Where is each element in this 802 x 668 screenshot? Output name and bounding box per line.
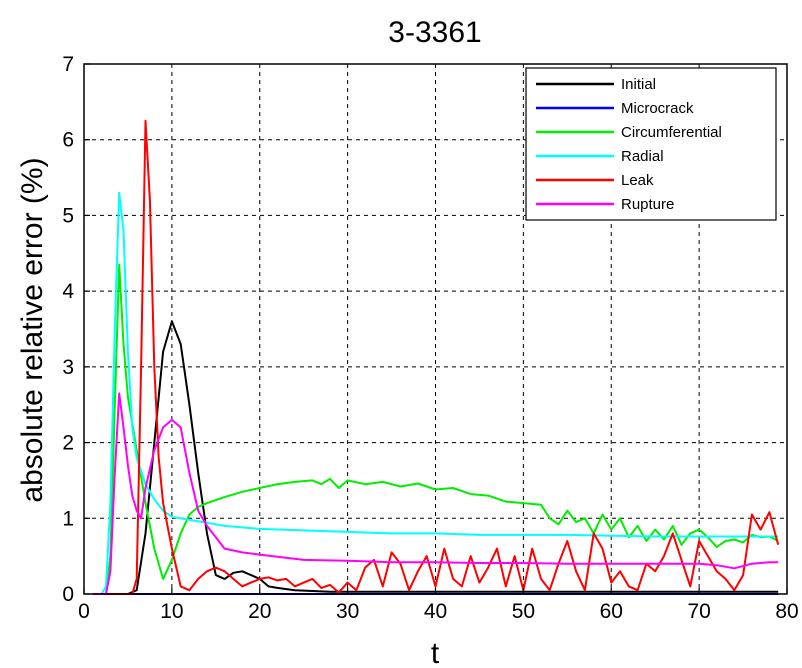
x-tick-label: 70 xyxy=(687,600,710,623)
x-tick-label: 30 xyxy=(336,600,359,623)
x-axis-label: t xyxy=(431,637,440,668)
y-tick-label: 6 xyxy=(62,129,74,152)
legend-label: Initial xyxy=(621,76,656,93)
y-tick-label: 2 xyxy=(62,432,74,455)
legend-label: Rupture xyxy=(621,196,674,213)
series-line-radial xyxy=(92,191,779,595)
legend-label: Leak xyxy=(621,172,654,189)
x-tick-label: 60 xyxy=(600,600,623,623)
y-tick-label: 7 xyxy=(62,53,74,76)
legend-label: Circumferential xyxy=(621,124,722,141)
legend-box xyxy=(525,67,777,221)
chart-title: 3-3361 xyxy=(388,16,481,49)
series-line-leak xyxy=(92,119,780,595)
y-axis-label: absolute relative error (%) xyxy=(16,157,49,502)
x-tick-label: 40 xyxy=(424,600,447,623)
series-line-circumferential xyxy=(92,263,779,595)
y-tick-label: 4 xyxy=(62,280,74,303)
y-tick-label: 1 xyxy=(62,507,74,530)
legend-label: Microcrack xyxy=(621,100,694,117)
y-tick-label: 0 xyxy=(62,583,74,606)
legend: Initial Microcrack Circumferential Radial Le… xyxy=(525,67,777,221)
ticks: 0 10 20 30 40 50 60 70 80 0 1 2 3 4 5 6 7 xyxy=(62,53,798,623)
x-tick-label: 50 xyxy=(512,600,535,623)
series-line-rupture xyxy=(92,392,779,595)
x-tick-label: 10 xyxy=(160,600,183,623)
y-tick-label: 3 xyxy=(62,356,74,379)
x-tick-label: 0 xyxy=(78,600,90,623)
x-tick-label: 20 xyxy=(248,600,271,623)
x-tick-label: 80 xyxy=(775,600,798,623)
y-tick-label: 5 xyxy=(62,204,74,227)
legend-label: Radial xyxy=(621,148,664,165)
